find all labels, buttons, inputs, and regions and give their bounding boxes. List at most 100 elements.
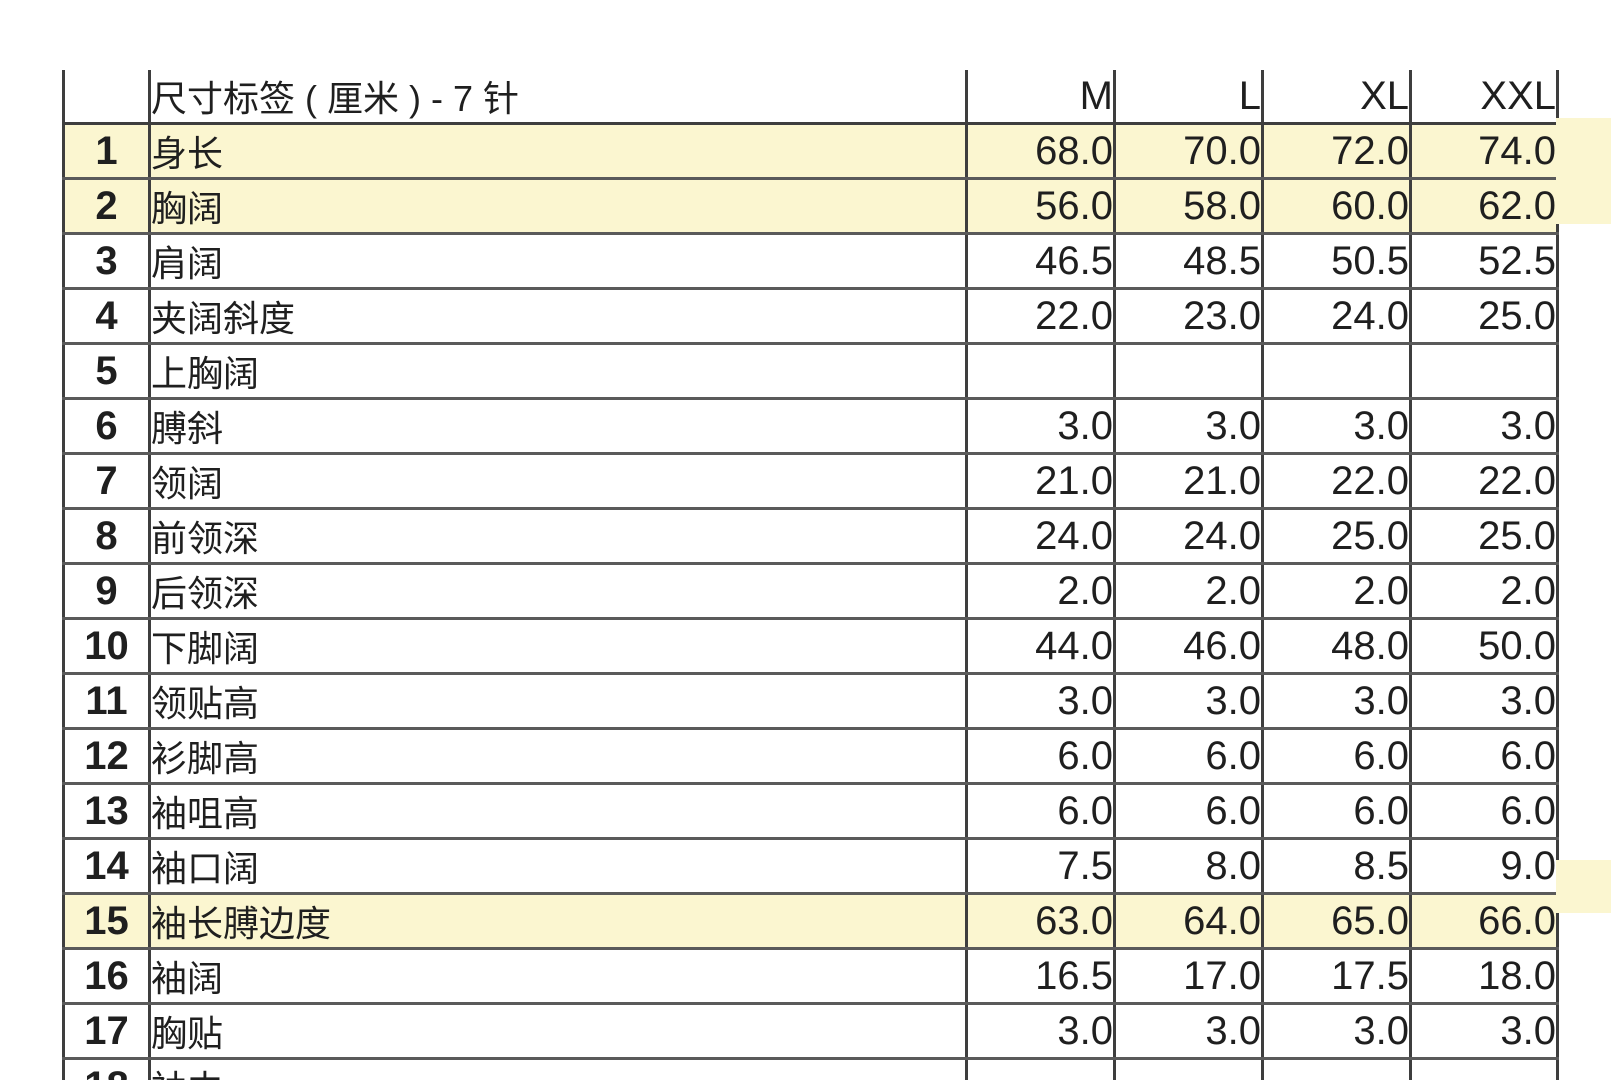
cell-xxl[interactable]: 25.0 — [1409, 508, 1559, 565]
cell-xxl[interactable]: 62.0 — [1409, 178, 1559, 235]
cell-xl[interactable]: 6.0 — [1261, 728, 1411, 785]
cell-xxl[interactable]: 6.0 — [1409, 728, 1559, 785]
cell-xxl[interactable]: 3.0 — [1409, 1003, 1559, 1060]
cell-m[interactable]: 3.0 — [965, 673, 1115, 730]
cell-l[interactable]: 58.0 — [1113, 178, 1263, 235]
cell-l[interactable]: 6.0 — [1113, 783, 1263, 840]
cell-m[interactable] — [965, 1058, 1115, 1080]
cell-xxl[interactable]: 52.5 — [1409, 233, 1559, 290]
row-label[interactable]: 膊斜 — [148, 398, 967, 455]
cell-l[interactable] — [1113, 1058, 1263, 1080]
cell-l[interactable]: 70.0 — [1113, 123, 1263, 180]
cell-m[interactable]: 46.5 — [965, 233, 1115, 290]
cell-xl[interactable]: 22.0 — [1261, 453, 1411, 510]
row-label[interactable]: 袖咀高 — [148, 783, 967, 840]
cell-xxl[interactable]: 22.0 — [1409, 453, 1559, 510]
cell-l[interactable]: 46.0 — [1113, 618, 1263, 675]
cell-l[interactable]: 64.0 — [1113, 893, 1263, 950]
cell-l[interactable]: 21.0 — [1113, 453, 1263, 510]
row-label[interactable]: 袖口阔 — [148, 838, 967, 895]
cell-xl[interactable] — [1261, 343, 1411, 400]
row-number[interactable]: 2 — [62, 178, 150, 235]
cell-m[interactable]: 6.0 — [965, 728, 1115, 785]
row-label[interactable]: 肩阔 — [148, 233, 967, 290]
cell-m[interactable]: 7.5 — [965, 838, 1115, 895]
row-label[interactable]: 袖中 — [148, 1058, 967, 1080]
col-header-xxl[interactable]: XXL — [1409, 70, 1559, 125]
cell-xxl[interactable]: 9.0 — [1409, 838, 1559, 895]
cell-xl[interactable] — [1261, 1058, 1411, 1080]
cell-m[interactable] — [965, 343, 1115, 400]
cell-l[interactable]: 3.0 — [1113, 673, 1263, 730]
cell-m[interactable]: 3.0 — [965, 1003, 1115, 1060]
cell-xl[interactable]: 50.5 — [1261, 233, 1411, 290]
cell-xxl[interactable]: 25.0 — [1409, 288, 1559, 345]
row-number[interactable]: 3 — [62, 233, 150, 290]
header-corner-cell[interactable] — [62, 70, 150, 125]
cell-l[interactable]: 24.0 — [1113, 508, 1263, 565]
cell-m[interactable]: 68.0 — [965, 123, 1115, 180]
cell-xl[interactable]: 8.5 — [1261, 838, 1411, 895]
row-number[interactable]: 10 — [62, 618, 150, 675]
cell-xl[interactable]: 3.0 — [1261, 1003, 1411, 1060]
cell-m[interactable]: 2.0 — [965, 563, 1115, 620]
cell-xxl[interactable] — [1409, 343, 1559, 400]
row-label[interactable]: 下脚阔 — [148, 618, 967, 675]
row-label[interactable]: 身长 — [148, 123, 967, 180]
row-number[interactable]: 15 — [62, 893, 150, 950]
row-label[interactable]: 上胸阔 — [148, 343, 967, 400]
cell-xl[interactable]: 2.0 — [1261, 563, 1411, 620]
cell-l[interactable]: 6.0 — [1113, 728, 1263, 785]
cell-xxl[interactable]: 18.0 — [1409, 948, 1559, 1005]
cell-l[interactable]: 48.5 — [1113, 233, 1263, 290]
row-label[interactable]: 胸贴 — [148, 1003, 967, 1060]
row-number[interactable]: 8 — [62, 508, 150, 565]
cell-xl[interactable]: 65.0 — [1261, 893, 1411, 950]
cell-m[interactable]: 16.5 — [965, 948, 1115, 1005]
cell-l[interactable]: 23.0 — [1113, 288, 1263, 345]
cell-xxl[interactable]: 3.0 — [1409, 673, 1559, 730]
row-number[interactable]: 12 — [62, 728, 150, 785]
cell-xl[interactable]: 3.0 — [1261, 398, 1411, 455]
row-label[interactable]: 袖阔 — [148, 948, 967, 1005]
cell-xxl[interactable] — [1409, 1058, 1559, 1080]
cell-xxl[interactable]: 66.0 — [1409, 893, 1559, 950]
row-number[interactable]: 9 — [62, 563, 150, 620]
cell-m[interactable]: 21.0 — [965, 453, 1115, 510]
row-number[interactable]: 1 — [62, 123, 150, 180]
cell-l[interactable]: 3.0 — [1113, 1003, 1263, 1060]
row-label[interactable]: 后领深 — [148, 563, 967, 620]
cell-xxl[interactable]: 50.0 — [1409, 618, 1559, 675]
row-number[interactable]: 13 — [62, 783, 150, 840]
row-number[interactable]: 5 — [62, 343, 150, 400]
cell-xxl[interactable]: 74.0 — [1409, 123, 1559, 180]
row-label[interactable]: 夹阔斜度 — [148, 288, 967, 345]
row-label[interactable]: 袖长膊边度 — [148, 893, 967, 950]
cell-xxl[interactable]: 3.0 — [1409, 398, 1559, 455]
cell-xl[interactable]: 25.0 — [1261, 508, 1411, 565]
cell-m[interactable]: 6.0 — [965, 783, 1115, 840]
col-header-m[interactable]: M — [965, 70, 1115, 125]
cell-xl[interactable]: 6.0 — [1261, 783, 1411, 840]
cell-l[interactable] — [1113, 343, 1263, 400]
row-number[interactable]: 17 — [62, 1003, 150, 1060]
row-label[interactable]: 衫脚高 — [148, 728, 967, 785]
col-header-l[interactable]: L — [1113, 70, 1263, 125]
row-number[interactable]: 7 — [62, 453, 150, 510]
row-number[interactable]: 11 — [62, 673, 150, 730]
cell-xxl[interactable]: 6.0 — [1409, 783, 1559, 840]
cell-xl[interactable]: 24.0 — [1261, 288, 1411, 345]
row-number[interactable]: 4 — [62, 288, 150, 345]
cell-m[interactable]: 24.0 — [965, 508, 1115, 565]
cell-m[interactable]: 3.0 — [965, 398, 1115, 455]
cell-l[interactable]: 3.0 — [1113, 398, 1263, 455]
row-number[interactable]: 14 — [62, 838, 150, 895]
cell-xl[interactable]: 3.0 — [1261, 673, 1411, 730]
cell-m[interactable]: 22.0 — [965, 288, 1115, 345]
cell-xxl[interactable]: 2.0 — [1409, 563, 1559, 620]
col-header-xl[interactable]: XL — [1261, 70, 1411, 125]
cell-xl[interactable]: 17.5 — [1261, 948, 1411, 1005]
row-number[interactable]: 18 — [62, 1058, 150, 1080]
row-label[interactable]: 胸阔 — [148, 178, 967, 235]
cell-xl[interactable]: 60.0 — [1261, 178, 1411, 235]
